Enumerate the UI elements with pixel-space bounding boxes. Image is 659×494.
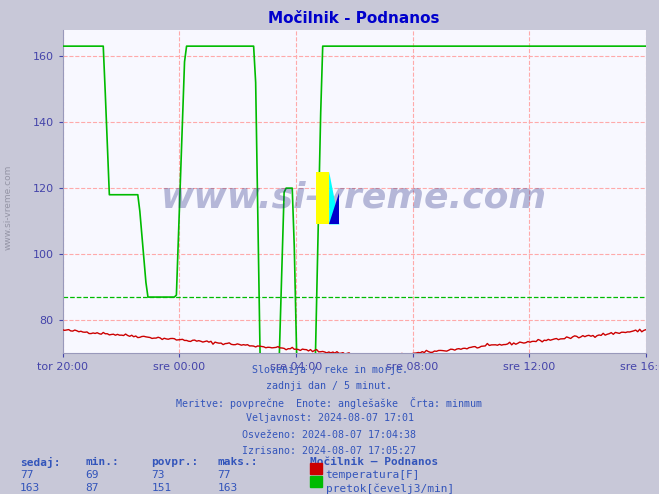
Text: 163: 163 <box>20 483 40 493</box>
Text: Meritve: povprečne  Enote: anglešaške  Črta: minmum: Meritve: povprečne Enote: anglešaške Črt… <box>177 397 482 409</box>
Text: 163: 163 <box>217 483 238 493</box>
Bar <box>316 171 329 224</box>
Text: sedaj:: sedaj: <box>20 457 60 468</box>
Text: Močilnik – Podnanos: Močilnik – Podnanos <box>310 457 438 467</box>
Text: www.si-vreme.com: www.si-vreme.com <box>3 165 13 250</box>
Text: 87: 87 <box>86 483 99 493</box>
Text: zadnji dan / 5 minut.: zadnji dan / 5 minut. <box>266 381 393 391</box>
Text: pretok[čevelj3/min]: pretok[čevelj3/min] <box>326 483 454 494</box>
Text: 77: 77 <box>217 470 231 480</box>
Text: Osveženo: 2024-08-07 17:04:38: Osveženo: 2024-08-07 17:04:38 <box>243 430 416 440</box>
Text: www.si-vreme.com: www.si-vreme.com <box>161 181 547 215</box>
Text: 73: 73 <box>152 470 165 480</box>
Text: 151: 151 <box>152 483 172 493</box>
Text: 69: 69 <box>86 470 99 480</box>
Text: Izrisano: 2024-08-07 17:05:27: Izrisano: 2024-08-07 17:05:27 <box>243 446 416 456</box>
Text: povpr.:: povpr.: <box>152 457 199 467</box>
Title: Močilnik - Podnanos: Močilnik - Podnanos <box>268 11 440 26</box>
Text: Slovenija / reke in morje.: Slovenija / reke in morje. <box>252 365 407 374</box>
Text: temperatura[F]: temperatura[F] <box>326 470 420 480</box>
Polygon shape <box>329 193 339 224</box>
Text: maks.:: maks.: <box>217 457 258 467</box>
Text: Veljavnost: 2024-08-07 17:01: Veljavnost: 2024-08-07 17:01 <box>246 413 413 423</box>
Text: 77: 77 <box>20 470 33 480</box>
Text: min.:: min.: <box>86 457 119 467</box>
Polygon shape <box>329 171 339 224</box>
